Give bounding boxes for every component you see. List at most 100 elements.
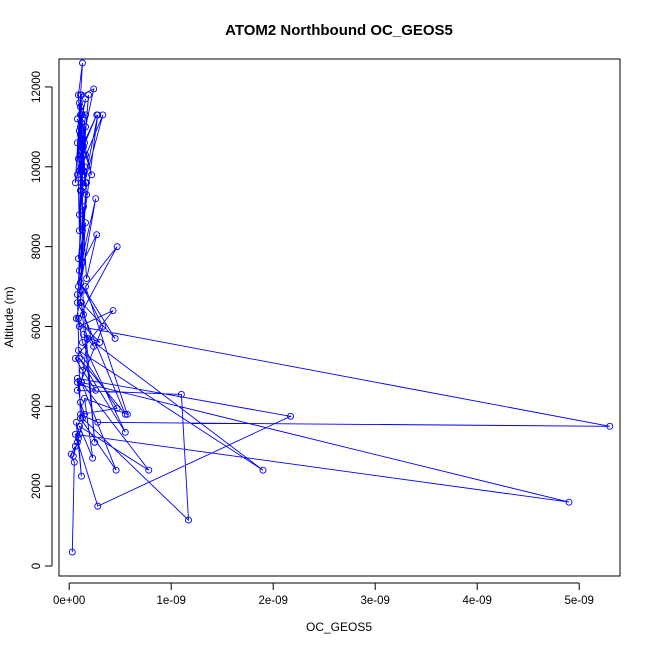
y-tick-label: 10000 [31,151,43,183]
data-point [76,131,84,139]
x-tick-label: 5e-09 [564,595,593,607]
data-point [69,452,77,460]
data-point [85,91,93,99]
data-point [82,151,89,159]
data-point [82,123,89,131]
data-point [74,155,82,163]
plot-frame [58,58,621,577]
data-point [82,111,89,119]
data-point [99,323,107,330]
data-point [111,335,119,342]
data-point [73,378,81,386]
data-point [259,466,267,474]
data-point [76,414,84,422]
data-point [77,147,85,155]
data-point [73,139,81,147]
y-tick-label: 8000 [31,234,43,260]
x-tick-label: 0e+00 [53,595,85,607]
data-point [71,354,79,362]
data-point [88,171,96,179]
data-point [80,143,87,151]
x-tick-label: 4e-09 [462,595,491,607]
data-point [113,243,121,251]
series-line [70,62,610,553]
data-point [73,115,81,123]
data-point [82,283,89,291]
y-tick-label: 12000 [31,71,43,103]
data-point [68,548,76,556]
data-point [77,111,85,119]
data-point [75,227,83,235]
y-tick-label: 4000 [31,394,43,420]
y-axis-label: Altitude (m) [2,286,16,347]
data-point [77,143,85,151]
data-point [80,331,87,338]
data-point [89,454,97,462]
data-point [92,195,100,203]
data-point [123,410,131,418]
data-point [81,394,88,402]
data-point [76,91,84,99]
data-point [121,410,129,418]
data-point [79,139,86,147]
data-point [113,404,121,412]
data-point [177,390,185,398]
data-point [287,412,294,420]
y-tick-label: 0 [31,563,43,569]
x-tick-label: 2e-09 [258,595,287,607]
data-point [93,231,101,239]
series-layer [67,59,614,556]
data-point [73,438,81,446]
data-point [93,111,101,119]
data-point [96,339,104,346]
data-point [76,103,84,111]
data-point [67,450,75,458]
data-point [74,315,82,322]
data-point [77,378,85,386]
data-point [71,442,79,450]
data-point [79,414,86,422]
data-point [76,279,84,287]
data-point [77,472,85,480]
data-point [94,502,102,510]
y-axis: 0 2000 4000 6000 8000 10000 12000 [31,71,53,569]
y-tick-label: 2000 [31,473,43,499]
data-point [606,422,614,430]
data-point [76,287,84,295]
data-point [73,386,81,394]
data-point [79,227,86,235]
data-point [76,123,84,131]
data-point [76,410,84,418]
data-point [80,151,87,159]
data-point [73,299,81,306]
data-point [121,428,129,436]
data-point [73,374,81,382]
data-point [90,85,98,93]
data-point [79,339,86,346]
data-point [81,410,88,418]
data-point [74,346,82,354]
y-tick-label: 6000 [31,314,43,340]
data-point [75,267,83,275]
data-point [77,119,85,127]
chart-title: ATOM2 Northbound OC_GEOS5 [225,22,453,39]
data-point [94,418,102,426]
data-point [77,155,85,163]
data-point [74,255,82,263]
data-point [77,179,85,187]
data-point [80,171,87,179]
data-point [76,187,84,195]
data-point [75,354,83,362]
data-point [185,516,192,524]
data-point [83,191,90,199]
data-point [75,430,83,438]
data-point [109,307,117,314]
data-point [92,386,100,394]
data-point [90,342,98,350]
data-point [91,438,99,446]
data-point [82,179,89,187]
data-point [79,259,86,267]
data-point [80,311,87,318]
data-point [80,167,87,175]
